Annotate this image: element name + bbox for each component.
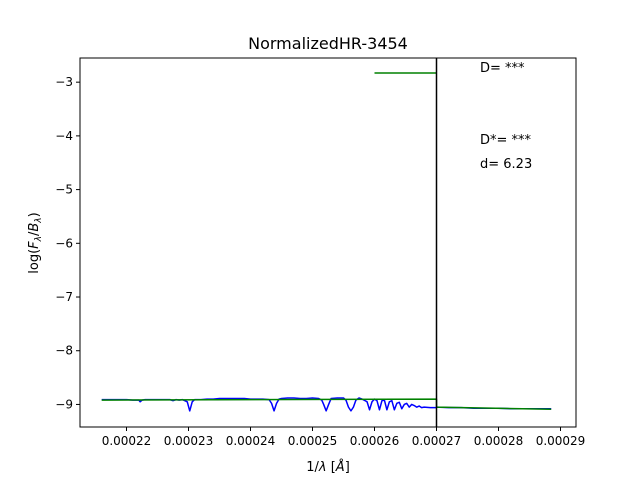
- y-tick-label: −4: [55, 129, 73, 143]
- plot-frame: [79, 57, 577, 428]
- y-tick-label: −8: [55, 344, 73, 358]
- y-tick-label: −3: [55, 75, 73, 89]
- x-tick-label: 0.00028: [474, 434, 524, 448]
- y-tick-label: −9: [55, 397, 73, 411]
- x-tick-label: 0.00027: [412, 434, 462, 448]
- annotation-Dstar: D*= ***: [480, 133, 532, 148]
- x-tick-label: 0.00022: [102, 434, 152, 448]
- x-tick-label: 0.00023: [164, 434, 214, 448]
- annotation-d: d= 6.23: [480, 157, 532, 172]
- x-tick-label: 0.00026: [350, 434, 400, 448]
- x-axis-ticks: 0.00022 0.00023 0.00024 0.00025 0.00026 0.000…: [102, 427, 586, 448]
- x-tick-label: 0.00024: [226, 434, 276, 448]
- y-tick-label: −5: [55, 183, 73, 197]
- y-tick-label: −7: [55, 290, 73, 304]
- x-tick-label: 0.00029: [536, 434, 586, 448]
- x-tick-label: 0.00025: [288, 434, 338, 448]
- x-axis-label: 1/λ [Å]: [306, 459, 350, 475]
- chart-title: NormalizedHR-3454: [248, 34, 408, 53]
- y-axis-ticks: −3 −4 −5 −6 −7 −8 −9: [55, 75, 80, 411]
- y-tick-label: −6: [55, 236, 73, 250]
- y-axis-label: log(Fλ/Bλ): [27, 212, 44, 273]
- annotation-D: D= ***: [480, 61, 525, 76]
